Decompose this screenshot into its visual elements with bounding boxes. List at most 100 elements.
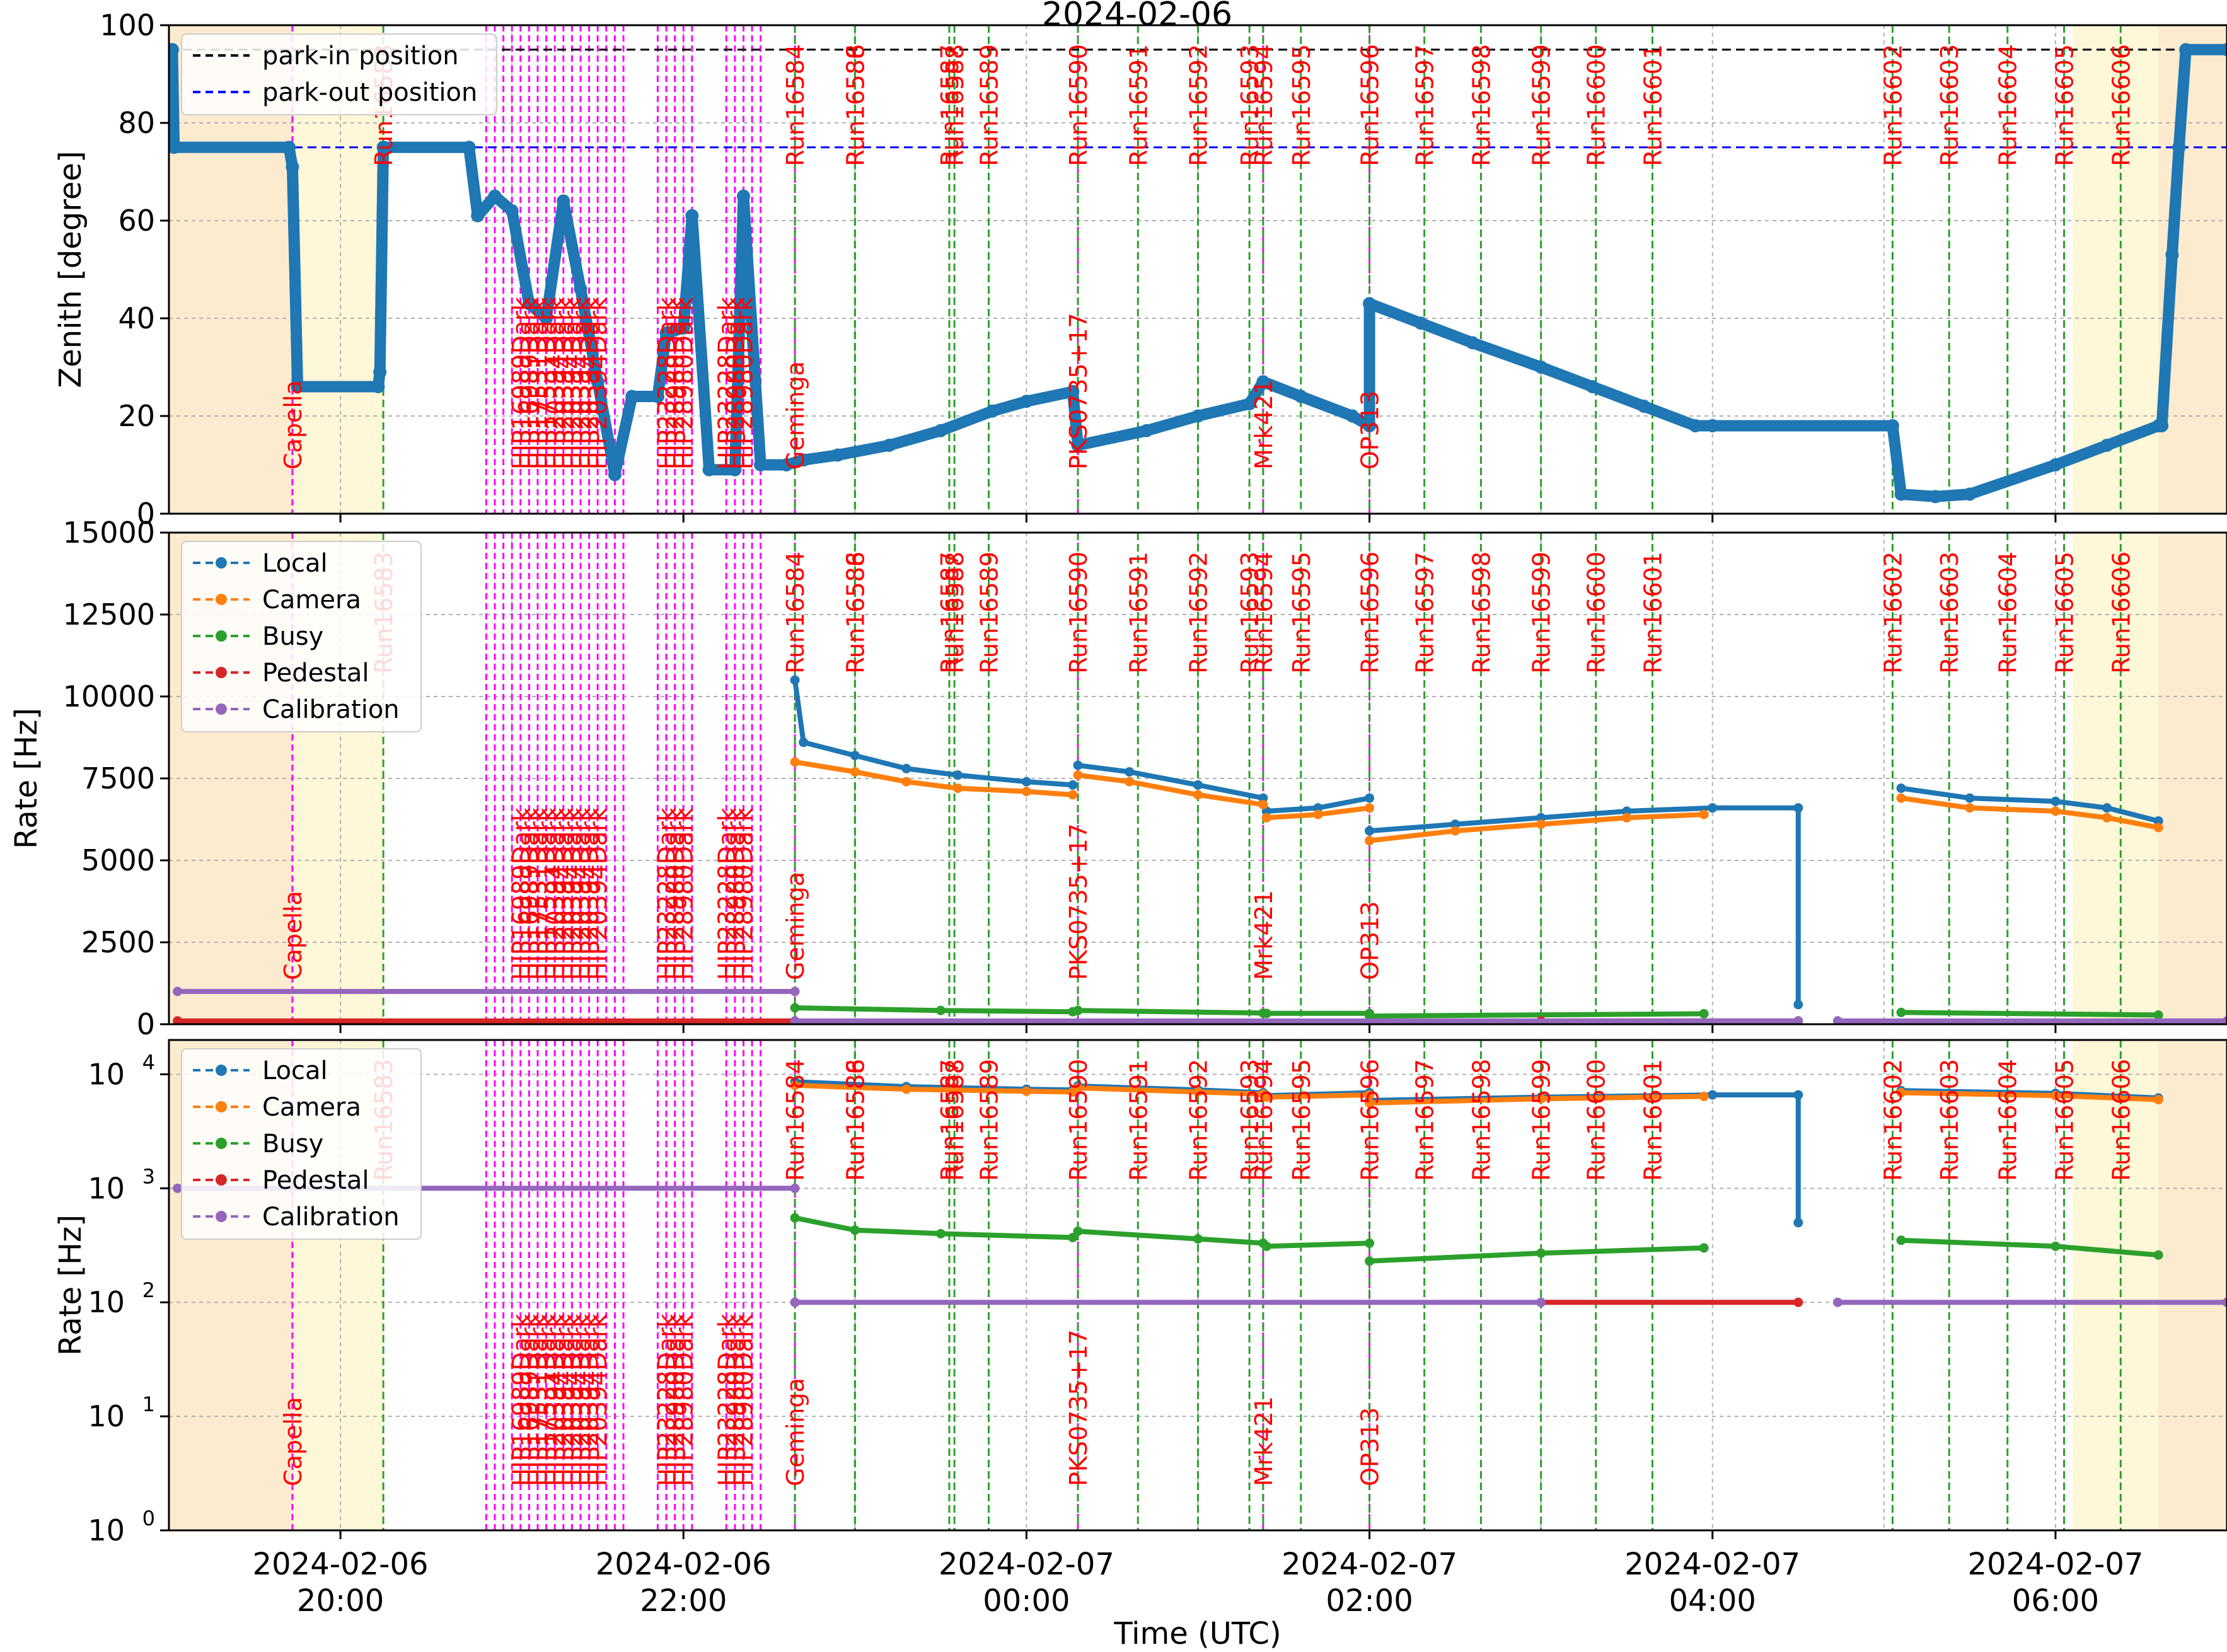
data-point bbox=[1125, 767, 1135, 777]
run-label: Run16584 bbox=[782, 44, 809, 166]
data-point bbox=[1242, 397, 1256, 411]
dark-run-label: HIP23228Dark bbox=[653, 297, 681, 470]
run-label: Run16589 bbox=[976, 552, 1004, 674]
data-point bbox=[1536, 1297, 1546, 1307]
series-busy-line bbox=[1075, 1228, 1266, 1246]
data-point bbox=[1261, 812, 1271, 823]
data-point bbox=[1294, 390, 1308, 403]
run-label: Run16600 bbox=[1583, 44, 1611, 166]
run-label: Run16605 bbox=[2051, 1059, 2079, 1181]
run-label: Run16588 bbox=[941, 44, 969, 166]
data-point bbox=[1068, 780, 1078, 790]
data-point bbox=[2222, 1297, 2227, 1307]
run-label: Run16603 bbox=[1936, 44, 1964, 166]
run-label: Run16595 bbox=[1288, 44, 1316, 166]
dark-run-label: HIP28980Dark bbox=[722, 807, 749, 980]
data-point bbox=[282, 141, 296, 154]
x-tick-time: 04:00 bbox=[1669, 1583, 1756, 1619]
run-label: Run16598 bbox=[1467, 1059, 1495, 1181]
data-point bbox=[1896, 1088, 1906, 1098]
dark-run-label: HIP28980Dark bbox=[670, 807, 698, 980]
data-point bbox=[522, 297, 536, 311]
data-point bbox=[2102, 803, 2112, 813]
dark-run-label: HIP17531Dark bbox=[524, 1314, 552, 1486]
data-point bbox=[1068, 790, 1078, 800]
y-tick-label: 40 bbox=[118, 301, 155, 335]
data-point bbox=[790, 986, 800, 996]
data-point bbox=[1363, 419, 1377, 432]
dark-run-label: HIP16989Dark bbox=[516, 1314, 543, 1486]
data-point bbox=[1965, 803, 1975, 813]
data-point bbox=[1699, 809, 1709, 819]
data-point bbox=[1637, 400, 1651, 413]
data-point bbox=[2049, 458, 2062, 471]
data-point bbox=[2172, 141, 2186, 154]
legend-entry: Calibration bbox=[262, 1203, 400, 1232]
data-point bbox=[1894, 487, 1908, 501]
y-tick-label: 10 bbox=[88, 1399, 125, 1433]
dark-run-label: HIP20394Dark bbox=[541, 297, 569, 470]
legend-entry: Busy bbox=[262, 1129, 323, 1158]
data-point bbox=[169, 43, 179, 57]
data-point bbox=[850, 1225, 860, 1235]
series-camera-line bbox=[792, 760, 1075, 797]
data-point bbox=[1021, 777, 1031, 787]
data-point bbox=[1699, 1243, 1709, 1253]
run-label: Run16601 bbox=[1640, 1059, 1667, 1181]
y-tick-label: 10 bbox=[88, 1285, 125, 1319]
source-label: PKS0735+17 bbox=[1065, 823, 1092, 980]
series-local-line bbox=[1075, 763, 1266, 801]
legend-box bbox=[181, 541, 422, 732]
data-point bbox=[1793, 1297, 1803, 1307]
data-point bbox=[2102, 812, 2112, 823]
run-label: Run16588 bbox=[941, 552, 969, 674]
legend-marker bbox=[216, 1138, 227, 1149]
data-point bbox=[790, 1213, 800, 1223]
source-label: OP313 bbox=[1356, 901, 1384, 980]
data-point bbox=[1793, 1000, 1803, 1010]
run-label: Run16591 bbox=[1125, 552, 1152, 674]
data-point bbox=[728, 463, 742, 477]
run-label: Run16591 bbox=[1125, 44, 1152, 166]
data-point bbox=[1261, 1092, 1271, 1102]
source-label: Capella bbox=[279, 380, 307, 470]
panels: Run16583Run16584Run16586Run16588Run16587… bbox=[9, 8, 2227, 1547]
y-tick-label: 7500 bbox=[81, 761, 155, 795]
run-label: Run16590 bbox=[1065, 44, 1092, 166]
legend-marker bbox=[216, 594, 227, 605]
data-point bbox=[790, 757, 800, 767]
data-point bbox=[953, 770, 963, 780]
data-point bbox=[2051, 806, 2061, 816]
axes-frame bbox=[168, 1039, 2227, 1532]
x-axis: 2024-02-0620:002024-02-0622:002024-02-07… bbox=[253, 1547, 2144, 1619]
run-label: Run16594 bbox=[1250, 44, 1278, 166]
y-tick-label: 2500 bbox=[81, 925, 155, 959]
legend-entry: Pedestal bbox=[262, 1166, 369, 1195]
run-label: Run16592 bbox=[1185, 44, 1213, 166]
data-point bbox=[1193, 1087, 1203, 1097]
dark-run-label: HIP20394Dark bbox=[558, 807, 586, 980]
legend: Local Camera Busy Pedestal Calibration bbox=[181, 541, 422, 732]
series-zenith-line bbox=[169, 43, 2227, 502]
data-point bbox=[1965, 793, 1975, 803]
x-tick-date: 2024-02-06 bbox=[253, 1547, 429, 1582]
data-point bbox=[574, 282, 587, 296]
data-point bbox=[1534, 361, 1548, 374]
run-label: Run16606 bbox=[2107, 44, 2135, 166]
data-point bbox=[1708, 803, 1718, 813]
data-point bbox=[1066, 384, 1080, 398]
y-tick-label: 0 bbox=[137, 497, 155, 531]
run-label: Run16595 bbox=[1288, 1059, 1316, 1181]
data-point bbox=[1689, 419, 1703, 432]
data-point bbox=[1708, 1090, 1718, 1100]
dark-run-label: HIP20394Dark bbox=[550, 1314, 578, 1486]
data-point bbox=[1073, 1083, 1083, 1093]
data-point bbox=[2153, 1010, 2163, 1020]
data-point bbox=[953, 783, 963, 794]
data-point bbox=[591, 375, 604, 389]
data-point bbox=[2051, 1090, 2061, 1100]
dark-run-label: HIP20394Dark bbox=[541, 1314, 569, 1486]
run-label: Run16601 bbox=[1640, 552, 1667, 674]
run-label: Run16587 bbox=[936, 44, 964, 166]
data-point bbox=[1793, 803, 1803, 813]
